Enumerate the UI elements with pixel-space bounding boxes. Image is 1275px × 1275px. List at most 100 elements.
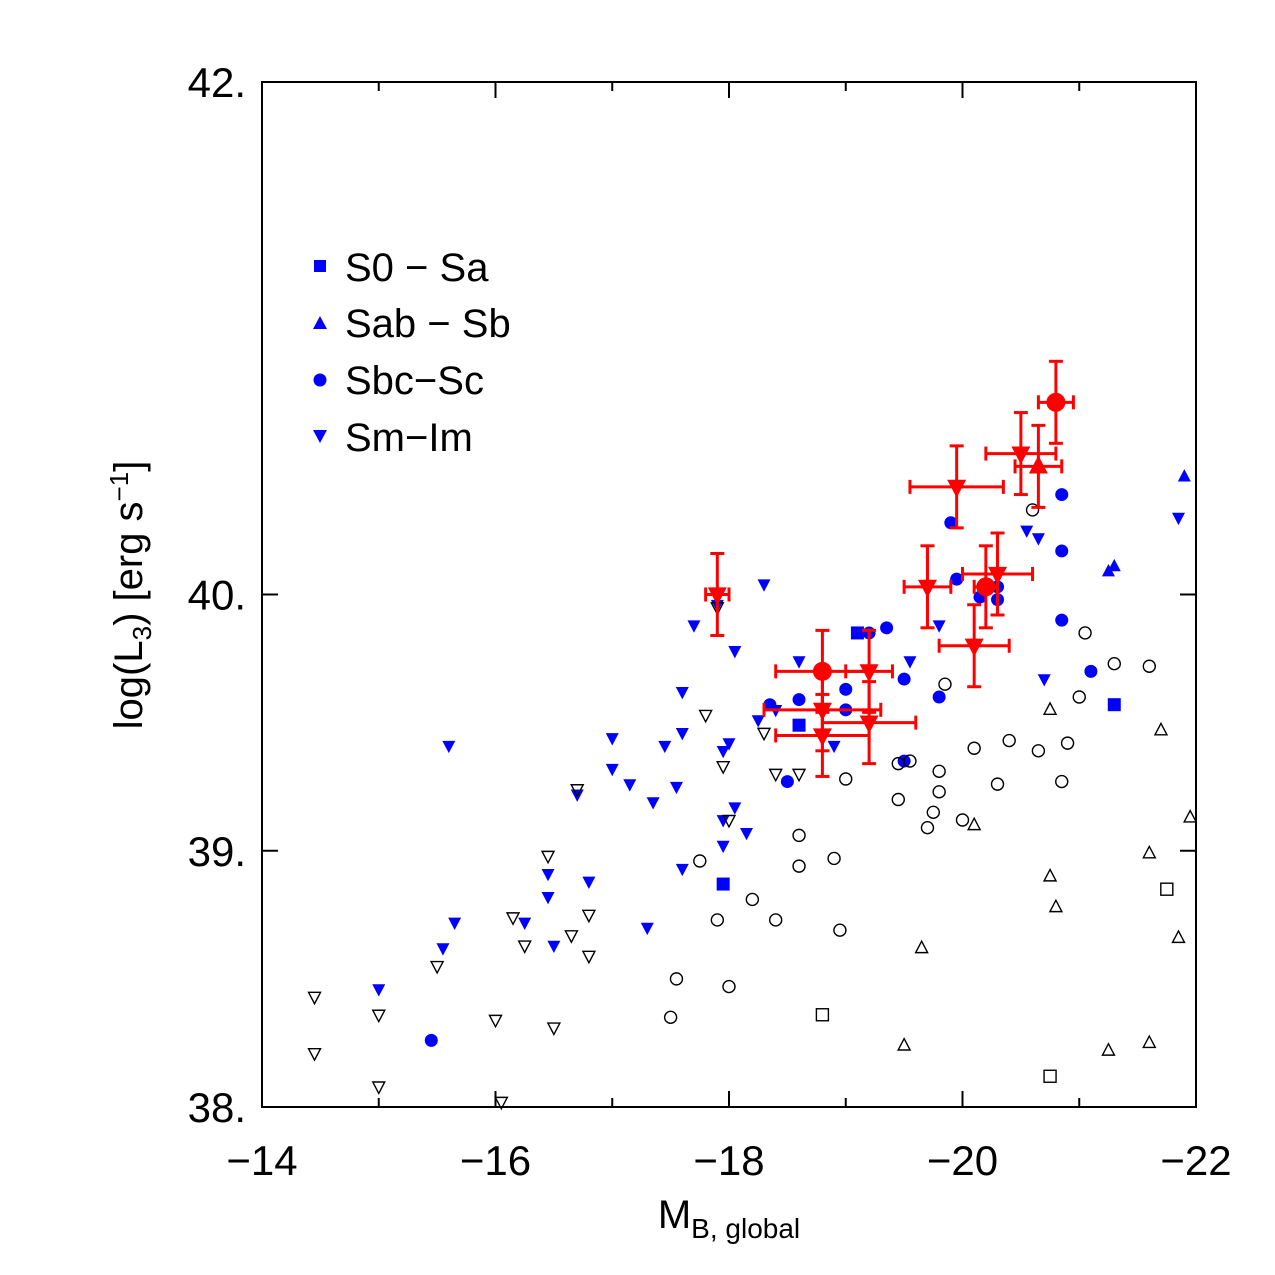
highlighted-triangle-down-point [947, 479, 967, 498]
filled-triangle-down-point [640, 922, 654, 936]
open-triangle-down-point [540, 850, 556, 865]
highlighted-triangle-down-point [859, 715, 879, 734]
open-circle-point [955, 813, 970, 827]
legend-label-sm-im: Sm−Im [345, 416, 473, 460]
open-triangle-down-point [494, 1096, 509, 1111]
highlighted-triangle-down-point [917, 579, 937, 598]
filled-circle-point [1055, 488, 1069, 502]
open-triangle-up-point [1101, 1042, 1116, 1056]
legend-circle-marker [313, 373, 327, 387]
filled-circle-point [424, 1033, 438, 1047]
open-circle-point [839, 772, 853, 786]
filled-triangle-down-point [687, 620, 701, 633]
filled-circle-point [944, 516, 958, 530]
open-circle-point [932, 764, 946, 779]
filled-square-point [716, 877, 730, 891]
filled-triangle-down-point [728, 646, 742, 659]
filled-triangle-down-point [541, 868, 555, 882]
open-triangle-up-point [1153, 721, 1169, 736]
open-circle-point [967, 741, 981, 755]
filled-triangle-down-point [716, 840, 730, 854]
highlighted-triangle-down-point [812, 728, 832, 747]
open-circle-point [1055, 774, 1069, 789]
open-triangle-down-point [546, 1022, 562, 1036]
x-axis-label-sub: B, global [691, 1213, 800, 1244]
x-tick-label: −18 [693, 1137, 764, 1184]
open-triangle-down-point [768, 768, 783, 783]
x-tick-label: −22 [1160, 1137, 1231, 1184]
open-triangle-down-point [791, 768, 807, 783]
legend: S0 − Sa Sab − Sb Sbc−Sc Sm−Im [313, 246, 511, 460]
open-triangle-up-point [1042, 867, 1058, 882]
axis-ticks: −14 −16 −18 −20 −22 38. 39. 40. 42. [188, 59, 1232, 1184]
open-circle-point [1107, 656, 1121, 671]
open-circle-point [792, 859, 806, 873]
y-axis-label-prefix: log(L [107, 640, 151, 729]
filled-circle-point [839, 682, 853, 696]
filled-triangle-down-point [605, 733, 619, 746]
x-tick-label: −16 [460, 1137, 531, 1184]
filled-triangle-down-point [436, 943, 450, 956]
open-circle-point [745, 892, 760, 907]
x-tick-label: −14 [226, 1137, 297, 1184]
open-triangle-down-point [581, 950, 597, 965]
filled-triangle-down-point [932, 620, 946, 633]
open-triangle-down-point [581, 909, 597, 924]
x-axis-label-main: M [658, 1193, 691, 1237]
filled-triangle-down-point [751, 715, 765, 728]
legend-item-s0-sa: S0 − Sa [314, 246, 489, 290]
legend-item-sbc-sc: Sbc−Sc [313, 359, 484, 403]
highlighted-triangle-up-point [1028, 455, 1048, 474]
filled-square-point [792, 718, 806, 732]
filled-triangle-down-point [1020, 525, 1034, 538]
open-circle-point [903, 754, 917, 768]
open-circle-point [891, 792, 905, 807]
open-triangle-down-point [756, 727, 772, 742]
open-triangle-down-point [716, 760, 731, 775]
open-triangle-up-point [1142, 844, 1157, 859]
filled-triangle-down-point [582, 876, 596, 889]
filled-triangle-down-point [1171, 512, 1185, 526]
open-triangle-down-point [570, 784, 585, 798]
legend-triangle-down-marker [313, 430, 327, 443]
filled-triangle-down-point [722, 738, 736, 751]
filled-circle-point [780, 775, 794, 789]
open-square-point [815, 1008, 830, 1022]
y-tick-label: 38. [188, 1084, 246, 1131]
open-circle-point [1142, 659, 1157, 673]
x-tick-label: −20 [927, 1137, 998, 1184]
filled-triangle-down-point [675, 728, 689, 741]
open-circle-point [722, 979, 736, 994]
open-circle-point [1060, 736, 1075, 750]
open-triangle-up-point [1171, 929, 1186, 944]
open-circle-point [1002, 733, 1016, 748]
open-circle-point [833, 923, 847, 937]
legend-triangle-up-marker [313, 316, 327, 329]
open-triangle-down-point [698, 709, 713, 724]
y-axis-label: log(L3) [erg s−1] [104, 461, 157, 730]
filled-triangle-down-point [658, 740, 672, 754]
open-triangle-up-point [1183, 809, 1198, 823]
filled-triangle-down-point [728, 802, 742, 815]
open-circle-point [669, 972, 684, 986]
x-axis-label: MB, global [658, 1193, 800, 1244]
filled-circle-point [1055, 613, 1069, 627]
open-triangle-up-point [1142, 1034, 1157, 1049]
open-triangle-down-point [307, 1047, 322, 1062]
open-triangle-down-point [307, 991, 322, 1006]
filled-triangle-down-point [792, 656, 806, 669]
filled-circle-point [932, 690, 946, 704]
filled-circle-point [897, 672, 911, 686]
open-circle-point [932, 785, 946, 799]
data-points [307, 469, 1198, 1111]
filled-triangle-down-point [716, 815, 730, 828]
filled-triangle-down-point [623, 779, 637, 792]
open-triangle-down-point [371, 1009, 386, 1024]
y-tick-label: 40. [188, 572, 246, 619]
filled-triangle-down-point [541, 892, 555, 905]
filled-triangle-down-point [518, 917, 532, 930]
filled-circle-point [950, 572, 964, 586]
open-triangle-down-point [505, 912, 521, 926]
